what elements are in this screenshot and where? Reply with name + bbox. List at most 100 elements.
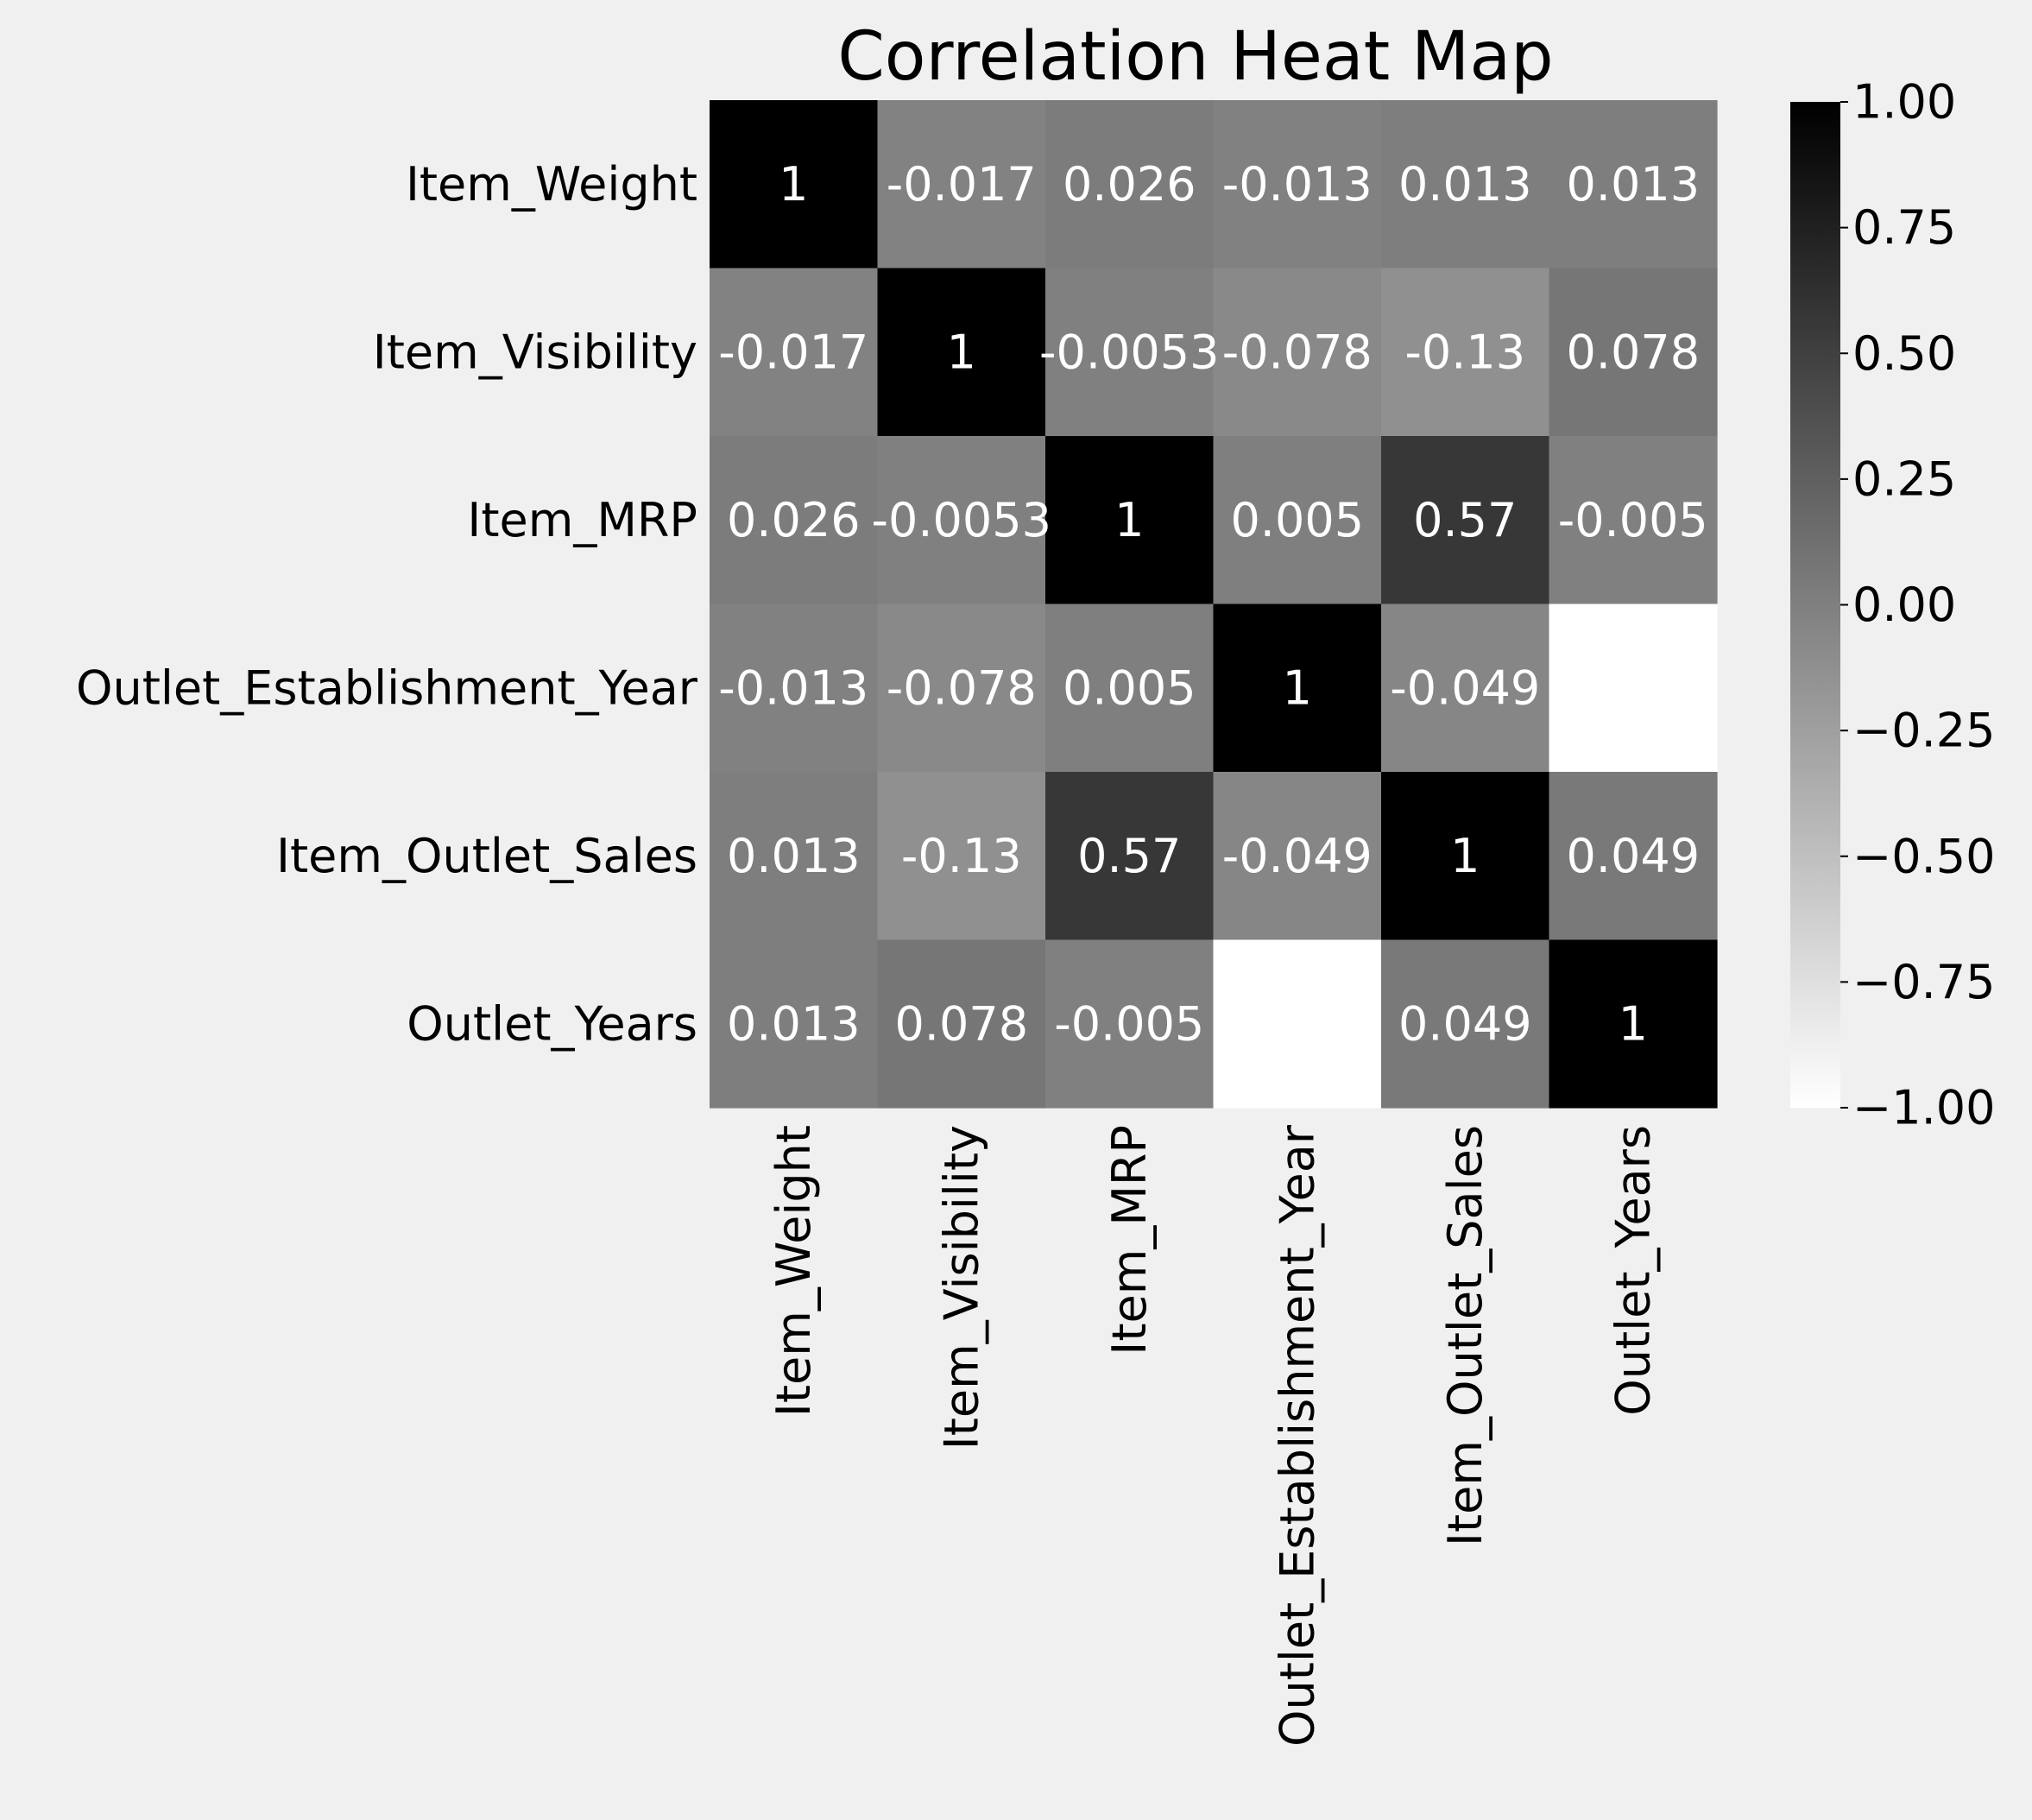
chart-title: Correlation Heat Map (837, 18, 1553, 96)
heatmap-cell (710, 100, 879, 269)
cell-value-label: 0.026 (727, 493, 861, 547)
cell-value-label: -0.017 (718, 325, 868, 379)
cell-value-label: 0.013 (1566, 157, 1700, 212)
heatmap-cell (1045, 100, 1215, 269)
cell-value-label: 1 (947, 325, 976, 379)
heatmap-cell (710, 436, 879, 605)
colorbar-tick-label: 1.00 (1852, 75, 1956, 130)
heatmap-cell (1213, 268, 1382, 437)
row-tick-label: Outlet_Establishment_Year (76, 660, 698, 715)
cell-value-label: -0.005 (1558, 493, 1708, 547)
cell-value-label: -0.0053 (872, 493, 1051, 547)
heatmap-cell (1213, 100, 1382, 269)
heatmap-cell (1213, 939, 1382, 1109)
cell-value-label: 0.078 (1566, 325, 1700, 379)
row-tick-label: Item_Visibility (373, 325, 697, 379)
cell-value-label: -0.078 (887, 660, 1037, 715)
column-tick-label: Outlet_Establishment_Year (1270, 1124, 1324, 1747)
heatmap-cell (1213, 772, 1382, 941)
heatmap-cell (1045, 772, 1215, 941)
heatmap-cell (1549, 604, 1718, 773)
cell-value-label: -1 (1274, 996, 1321, 1051)
heatmap-cell (710, 604, 879, 773)
heatmap-cell (1381, 436, 1550, 605)
heatmap-cell (1381, 604, 1550, 773)
cell-value-label: 1 (1450, 829, 1480, 883)
colorbar-ticks: 1.00 0.75 0.50 0.25 0.00 −0.25 −0.50 −0.75 −1.00 (1840, 75, 1995, 1135)
cell-value-label: -0.078 (1222, 325, 1373, 379)
cell-value-label: -0.049 (1390, 660, 1540, 715)
colorbar-tick-label: 0.75 (1852, 200, 1956, 255)
cell-value-label: 1 (1283, 660, 1312, 715)
column-tick-label: Item_Visibility (934, 1125, 988, 1450)
heatmap-cells (710, 100, 1718, 1109)
column-tick-label: Item_Weight (767, 1125, 821, 1417)
cell-value-label: -0.049 (1222, 829, 1373, 883)
cell-value-label: 0.005 (1063, 660, 1196, 715)
heatmap-cell (1549, 100, 1718, 269)
heatmap-cell (710, 939, 879, 1109)
cell-value-label: 0.57 (1413, 493, 1517, 547)
column-tick-label: Item_MRP (1102, 1125, 1157, 1356)
heatmap-cell (1549, 939, 1718, 1109)
heatmap-cell (877, 436, 1046, 605)
heatmap-cell (1045, 604, 1215, 773)
heatmap-cell (1045, 268, 1215, 437)
colorbar-tick-label: −0.75 (1852, 955, 1995, 1009)
cell-value-label: -1 (1610, 660, 1657, 715)
heatmap-cell (877, 939, 1046, 1109)
cell-value-label: 0.049 (1566, 829, 1700, 883)
cell-value-label: -0.013 (1222, 157, 1373, 212)
heatmap-cell (710, 268, 879, 437)
colorbar-tick-label: −1.00 (1852, 1081, 1995, 1135)
cell-value-label: 0.013 (727, 829, 861, 883)
row-tick-labels: Item_Weight Item_Visibility Item_MRP Outlet… (76, 157, 698, 1052)
heatmap-cell (877, 268, 1046, 437)
heatmap-cell (1045, 939, 1215, 1109)
heatmap-cell (877, 772, 1046, 941)
cell-value-label: -0.0053 (1039, 325, 1219, 379)
cell-value-label: 0.005 (1230, 493, 1364, 547)
cell-value-label: 0.013 (1398, 157, 1532, 212)
heatmap-cell (877, 100, 1046, 269)
colorbar-tick-label: −0.50 (1852, 829, 1995, 883)
heatmap-cell (1549, 772, 1718, 941)
cell-value-label: 0.049 (1398, 996, 1532, 1051)
heatmap-cell (710, 772, 879, 941)
heatmap-cell (877, 604, 1046, 773)
heatmap-cell (1381, 100, 1550, 269)
cell-value-label: 0.013 (727, 996, 861, 1051)
cell-value-label: 1 (1114, 493, 1144, 547)
colorbar-gradient (1790, 102, 1840, 1108)
cell-value-label: 0.57 (1077, 829, 1181, 883)
cell-value-label: -0.005 (1054, 996, 1204, 1051)
row-tick-label: Item_Outlet_Sales (276, 829, 697, 883)
heatmap-cell (1549, 268, 1718, 437)
cell-value-label: 0.026 (1063, 157, 1196, 212)
cell-value-label: -0.13 (901, 829, 1022, 883)
cell-value-label: 1 (779, 157, 808, 212)
heatmap-cell (1381, 772, 1550, 941)
heatmap-cell (1045, 436, 1215, 605)
row-tick-label: Outlet_Years (407, 996, 697, 1051)
heatmap-cell (1213, 436, 1382, 605)
cell-value-label: -0.017 (887, 157, 1037, 212)
heatmap-cell (1381, 939, 1550, 1109)
heatmap-cell (1549, 436, 1718, 605)
heatmap-cell (1381, 268, 1550, 437)
heatmap-cell (1213, 604, 1382, 773)
colorbar-tick-label: −0.25 (1852, 704, 1995, 758)
cell-value-label: 1 (1619, 996, 1648, 1051)
column-tick-label: Outlet_Years (1606, 1125, 1660, 1416)
column-tick-labels: Item_Weight Item_Visibility Item_MRP Outlet… (767, 1124, 1661, 1747)
row-tick-label: Item_Weight (406, 157, 697, 212)
colorbar (1790, 102, 1840, 1108)
colorbar-tick-label: 0.00 (1852, 578, 1956, 632)
colorbar-tick-label: 0.50 (1852, 326, 1956, 381)
cell-value-label: -0.13 (1404, 325, 1525, 379)
cell-value-label: -0.013 (718, 660, 868, 715)
heatmap-cell-labels: 1 -0.017 0.026 -0.013 0.013 0.013 -0.017 1 -0.00… (718, 157, 1708, 1052)
column-tick-label: Item_Outlet_Sales (1438, 1125, 1492, 1546)
colorbar-tick-label: 0.25 (1852, 452, 1956, 506)
